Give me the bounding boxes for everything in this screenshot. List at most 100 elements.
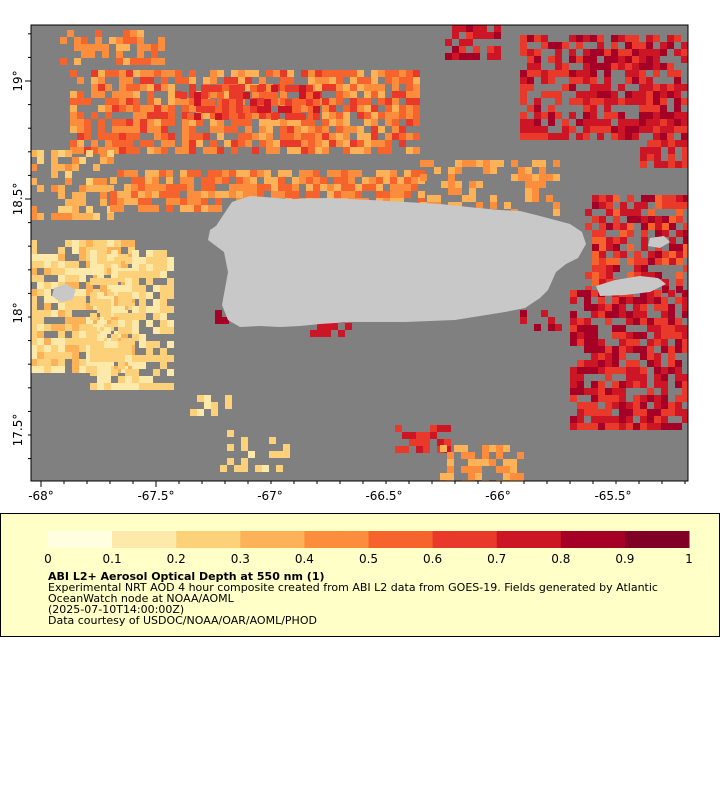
aod-cell [322, 126, 329, 133]
aod-cell [153, 285, 160, 292]
aod-cell [315, 77, 322, 84]
aod-cell [119, 98, 126, 105]
aod-cell [31, 359, 37, 366]
aod-cell [662, 286, 669, 293]
aod-cell [51, 352, 58, 359]
aod-cell [133, 84, 140, 91]
aod-cell [562, 119, 569, 126]
aod-cell [682, 304, 688, 311]
colorbar-cell [48, 531, 65, 548]
aod-cell [577, 416, 584, 423]
aod-cell [308, 119, 315, 126]
aod-cell [160, 264, 167, 271]
aod-cell [633, 297, 640, 304]
aod-cell [357, 70, 364, 77]
aod-cell [44, 352, 51, 359]
aod-cell [152, 205, 159, 212]
aod-cell [222, 113, 229, 120]
aod-cell [348, 184, 355, 191]
aod-cell [114, 310, 121, 317]
aod-cell [72, 366, 79, 373]
aod-cell [675, 402, 682, 409]
aod-cell [619, 325, 626, 332]
aod-cell [65, 317, 72, 324]
aod-cell [111, 271, 118, 278]
aod-cell [338, 330, 345, 337]
aod-cell [301, 140, 308, 147]
aod-cell [236, 170, 243, 177]
aod-cell [86, 331, 93, 338]
aod-cell [132, 327, 139, 334]
aod-cell [31, 289, 37, 296]
aod-cell [236, 85, 243, 92]
aod-cell [201, 106, 208, 113]
aod-cell [371, 126, 378, 133]
aod-cell [612, 353, 619, 360]
aod-cell [605, 409, 612, 416]
aod-cell [604, 49, 611, 56]
aod-cell [625, 133, 632, 140]
aod-cell [252, 91, 259, 98]
aod-cell [197, 409, 204, 416]
aod-cell [133, 105, 140, 112]
aod-cell [654, 409, 661, 416]
aod-cell [364, 147, 371, 154]
aod-cell [459, 39, 466, 46]
aod-cell [180, 177, 187, 184]
aod-cell [420, 174, 427, 181]
aod-cell [590, 35, 597, 42]
aod-cell [584, 304, 591, 311]
aod-cell [646, 49, 653, 56]
aod-cell [37, 254, 44, 261]
aod-cell [173, 184, 180, 191]
aod-cell [633, 381, 640, 388]
aod-cell [553, 209, 560, 216]
aod-cell [660, 63, 667, 70]
aod-cell [357, 126, 364, 133]
aod-cell [590, 112, 597, 119]
aod-cell [90, 334, 97, 341]
aod-cell [613, 223, 620, 230]
aod-cell [84, 98, 91, 105]
aod-cell [455, 188, 462, 195]
aod-cell [646, 91, 653, 98]
aod-cell [145, 198, 152, 205]
aod-cell [584, 409, 591, 416]
aod-cell [287, 70, 294, 77]
aod-cell [132, 306, 139, 313]
aod-cell [404, 170, 411, 177]
aod-cell [227, 458, 234, 465]
aod-cell [599, 244, 606, 251]
aod-cell [487, 46, 494, 53]
aod-cell [152, 191, 159, 198]
aod-cell [640, 147, 647, 154]
aod-cell [527, 105, 534, 112]
aod-cell [577, 388, 584, 395]
aod-cell [570, 290, 577, 297]
aod-cell [217, 119, 224, 126]
aod-cell [682, 154, 688, 161]
aod-cell [548, 324, 555, 331]
aod-cell [655, 223, 662, 230]
aod-cell [315, 147, 322, 154]
aod-cell [660, 98, 667, 105]
aod-cell [152, 170, 159, 177]
aod-cell [119, 119, 126, 126]
aod-cell [204, 395, 211, 402]
colorbar-tick-label: 1 [685, 552, 693, 566]
aod-cell [93, 164, 100, 171]
aod-cell [660, 119, 667, 126]
aod-cell [310, 330, 317, 337]
aod-cell [100, 157, 107, 164]
aod-cell [243, 92, 250, 99]
aod-cell [154, 98, 161, 105]
aod-cell [599, 195, 606, 202]
aod-cell [271, 113, 278, 120]
aod-cell [627, 272, 634, 279]
aod-cell [121, 254, 128, 261]
aod-cell [406, 70, 413, 77]
aod-cell [392, 133, 399, 140]
aod-cell [60, 37, 67, 44]
aod-cell [591, 367, 598, 374]
aod-cell [86, 359, 93, 366]
